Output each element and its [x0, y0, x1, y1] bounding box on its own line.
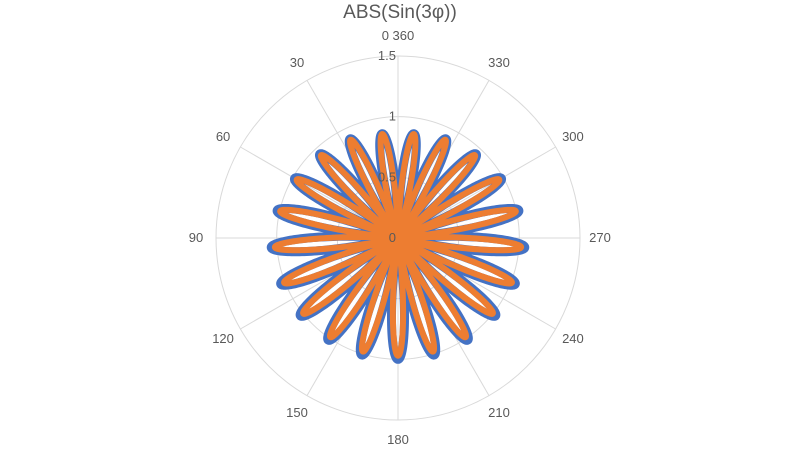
chart-title: ABS(Sin(3φ)) [343, 2, 457, 23]
series-layer [266, 129, 530, 364]
radial-tick-label: 1 [389, 109, 396, 124]
angle-tick-label: 270 [589, 230, 611, 245]
angle-tick-label: 150 [286, 405, 308, 420]
angle-tick-label: 60 [216, 129, 230, 144]
radial-tick-label: 0.5 [378, 169, 396, 184]
radial-tick-label: 0 [389, 230, 396, 245]
angle-tick-label: 0 360 [382, 28, 415, 43]
angle-tick-label: 210 [488, 405, 510, 420]
angle-tick-label: 300 [562, 129, 584, 144]
angle-tick-label: 180 [387, 432, 409, 447]
angle-tick-label: 30 [290, 55, 304, 70]
series-orange-line [271, 131, 525, 359]
radial-tick-label: 1.5 [378, 48, 396, 63]
angle-tick-label: 240 [562, 331, 584, 346]
angle-tick-label: 330 [488, 55, 510, 70]
angle-tick-label: 120 [212, 331, 234, 346]
angle-tick-label: 90 [189, 230, 203, 245]
labels: 0 0.5 1 1.5 0 360 30 60 90 120 150 180 210 240 270 300… [189, 28, 611, 447]
